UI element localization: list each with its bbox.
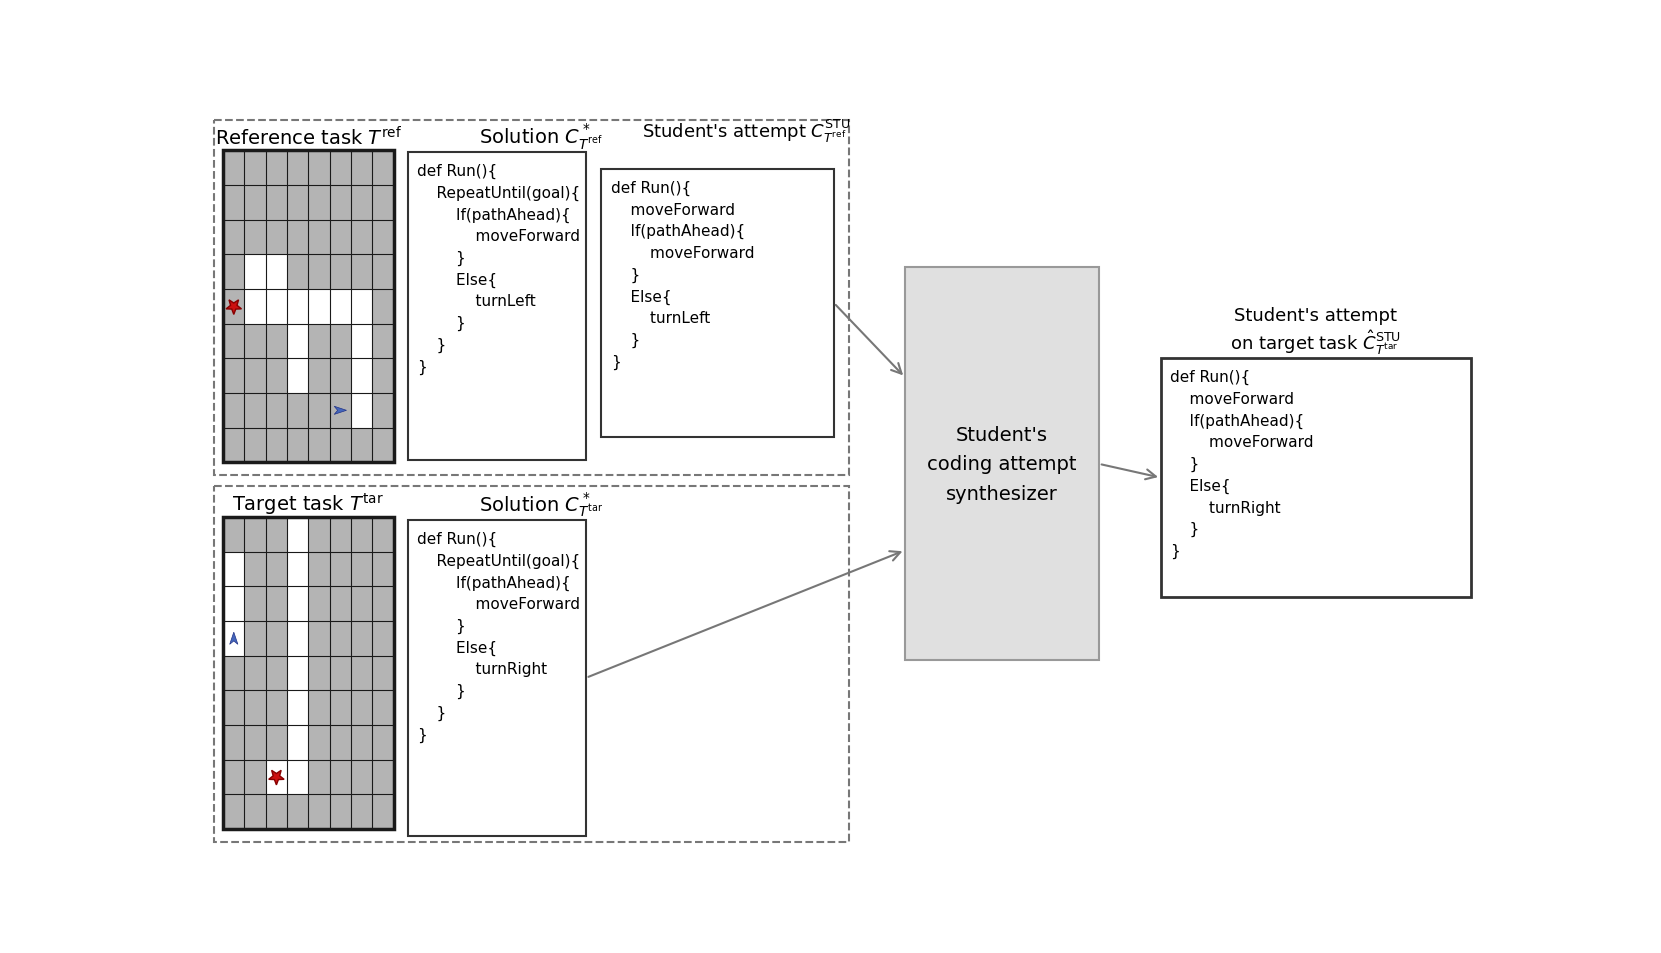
Bar xyxy=(287,725,309,760)
Bar xyxy=(223,517,394,829)
Text: def Run(){
    moveForward
    If(pathAhead){
        moveForward
    }
    Else: def Run(){ moveForward If(pathAhead){ mo… xyxy=(1171,370,1314,558)
Bar xyxy=(266,255,287,290)
Bar xyxy=(214,487,849,842)
Bar xyxy=(287,290,309,324)
Bar xyxy=(287,656,309,691)
Text: Solution $C^*_{T^{\mathrm{ref}}}$: Solution $C^*_{T^{\mathrm{ref}}}$ xyxy=(478,123,603,152)
Bar xyxy=(407,520,586,836)
Text: Student's
coding attempt
synthesizer: Student's coding attempt synthesizer xyxy=(927,425,1076,503)
Text: Student's attempt $C^{\mathrm{STU}}_{T^{\mathrm{ref}}}$: Student's attempt $C^{\mathrm{STU}}_{T^{… xyxy=(643,118,850,145)
Text: Solution $C^*_{T^{\mathrm{tar}}}$: Solution $C^*_{T^{\mathrm{tar}}}$ xyxy=(478,489,603,518)
Bar xyxy=(223,587,244,621)
Bar xyxy=(223,152,394,463)
Bar xyxy=(329,290,350,324)
Text: Target task $T^{\mathrm{tar}}$: Target task $T^{\mathrm{tar}}$ xyxy=(233,491,384,517)
Polygon shape xyxy=(226,300,241,315)
Bar xyxy=(350,394,372,428)
Text: on target task $\hat{C}^{\mathrm{STU}}_{T^{\mathrm{tar}}}$: on target task $\hat{C}^{\mathrm{STU}}_{… xyxy=(1231,328,1402,356)
Bar xyxy=(350,359,372,394)
Polygon shape xyxy=(334,407,347,415)
Bar xyxy=(287,324,309,359)
Polygon shape xyxy=(229,633,238,644)
Bar xyxy=(287,359,309,394)
Text: def Run(){
    moveForward
    If(pathAhead){
        moveForward
    }
    Else: def Run(){ moveForward If(pathAhead){ mo… xyxy=(611,180,754,370)
Bar xyxy=(223,621,244,656)
Bar xyxy=(309,290,329,324)
Bar xyxy=(350,324,372,359)
Bar xyxy=(223,517,394,829)
Bar xyxy=(287,587,309,621)
Polygon shape xyxy=(269,771,284,785)
Bar xyxy=(266,760,287,795)
Bar xyxy=(287,552,309,587)
Bar xyxy=(223,152,394,463)
Bar xyxy=(1161,359,1472,598)
Bar xyxy=(266,290,287,324)
Text: def Run(){
    RepeatUntil(goal){
        If(pathAhead){
            moveForward: def Run(){ RepeatUntil(goal){ If(pathAhe… xyxy=(417,531,580,742)
Bar xyxy=(905,268,1100,660)
Bar xyxy=(287,691,309,725)
Bar xyxy=(244,290,266,324)
Bar xyxy=(287,621,309,656)
Text: Student's attempt: Student's attempt xyxy=(1234,307,1397,325)
Bar xyxy=(287,517,309,552)
Bar xyxy=(601,170,834,437)
Bar xyxy=(214,120,849,476)
Text: def Run(){
    RepeatUntil(goal){
        If(pathAhead){
            moveForward: def Run(){ RepeatUntil(goal){ If(pathAhe… xyxy=(417,164,580,375)
Bar xyxy=(287,760,309,795)
Bar xyxy=(407,152,586,460)
Bar xyxy=(244,255,266,290)
Text: Reference task $T^{\mathrm{ref}}$: Reference task $T^{\mathrm{ref}}$ xyxy=(214,126,402,149)
Bar xyxy=(350,290,372,324)
Bar xyxy=(223,552,244,587)
